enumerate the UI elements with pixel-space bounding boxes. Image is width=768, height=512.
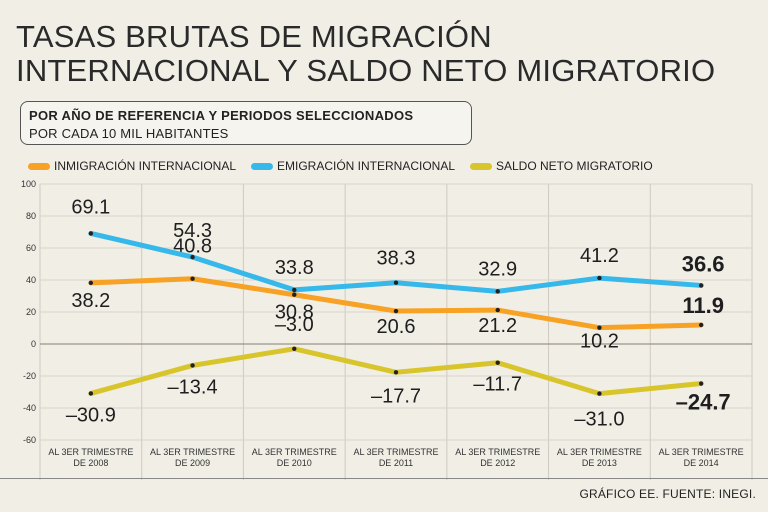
- data-label: –11.7: [473, 374, 522, 396]
- subtitle-bold: POR AÑO DE REFERENCIA Y PERIODOS SELECCI…: [29, 108, 414, 123]
- chart-title: TASAS BRUTAS DE MIGRACIÓN INTERNACIONAL …: [16, 20, 715, 88]
- data-label: –3.0: [275, 314, 314, 336]
- y-tick-label: -60: [23, 435, 36, 445]
- data-point: [495, 289, 500, 294]
- data-point: [88, 231, 94, 236]
- legend-label-emigracion: EMIGRACIÓN INTERNACIONAL: [277, 159, 456, 173]
- data-point: [597, 275, 602, 281]
- legend-item-emigracion: EMIGRACIÓN INTERNACIONAL: [251, 159, 455, 173]
- data-label: 69.1: [71, 196, 110, 218]
- data-label: –17.7: [371, 385, 421, 407]
- data-point: [88, 280, 94, 286]
- legend-item-saldo: SALDO NETO MIGRATORIO: [470, 159, 653, 173]
- y-tick-label: 60: [26, 243, 36, 253]
- data-point: [88, 391, 94, 396]
- data-label: –24.7: [676, 390, 731, 415]
- subtitle-box: POR AÑO DE REFERENCIA Y PERIODOS SELECCI…: [20, 101, 472, 145]
- x-tick-label: AL 3ER TRIMESTRE: [252, 447, 337, 457]
- y-tick-label: 100: [21, 179, 36, 189]
- data-label: 32.9: [478, 258, 517, 280]
- x-tick-label: AL 3ER TRIMESTRE: [353, 447, 438, 457]
- data-label: 33.8: [275, 257, 314, 279]
- data-label: 20.6: [377, 316, 416, 338]
- data-point: [292, 287, 297, 293]
- x-tick-label: AL 3ER TRIMESTRE: [455, 447, 540, 457]
- x-tick-label: DE 2009: [175, 458, 210, 468]
- x-tick-label: DE 2008: [73, 458, 108, 468]
- y-tick-label: 80: [26, 211, 36, 221]
- data-point: [495, 307, 500, 313]
- legend-swatch-inmigracion: [28, 162, 50, 170]
- legend-swatch-saldo: [470, 162, 492, 170]
- data-point: [393, 370, 399, 375]
- legend-swatch-emigracion: [251, 162, 273, 170]
- data-label: –30.9: [66, 404, 116, 426]
- x-tick-label: AL 3ER TRIMESTRE: [150, 447, 235, 457]
- data-label: –31.0: [574, 409, 624, 431]
- data-point: [597, 391, 602, 396]
- x-tick-label: AL 3ER TRIMESTRE: [659, 447, 744, 457]
- x-tick-label: AL 3ER TRIMESTRE: [557, 447, 642, 457]
- x-tick-label: DE 2013: [582, 458, 617, 468]
- data-point: [190, 363, 195, 368]
- data-point: [698, 322, 704, 328]
- data-label: 40.8: [173, 236, 212, 258]
- data-label: 11.9: [682, 293, 724, 318]
- data-label: 21.2: [478, 315, 517, 337]
- data-point: [292, 292, 297, 297]
- data-point: [597, 325, 602, 330]
- y-tick-label: 0: [31, 339, 36, 349]
- data-point: [698, 381, 704, 386]
- data-label: 10.2: [580, 331, 619, 353]
- data-label: 30.8: [275, 302, 314, 324]
- x-tick-label: DE 2012: [480, 458, 515, 468]
- y-tick-label: 40: [26, 275, 36, 285]
- x-tick-label: DE 2011: [379, 458, 413, 468]
- data-point: [393, 308, 399, 314]
- footer-divider: [0, 478, 768, 479]
- data-label: 36.6: [682, 251, 725, 276]
- y-tick-label: -20: [23, 371, 36, 381]
- data-label: –13.4: [168, 376, 218, 398]
- data-point: [393, 280, 399, 285]
- data-label: 41.2: [580, 245, 619, 267]
- y-tick-label: 20: [26, 307, 36, 317]
- source-note: GRÁFICO EE. FUENTE: INEGI.: [579, 487, 756, 501]
- x-tick-label: AL 3ER TRIMESTRE: [48, 447, 133, 457]
- data-point: [190, 254, 195, 260]
- subtitle-units: POR CADA 10 MIL HABITANTES: [29, 126, 229, 141]
- y-tick-label: -40: [23, 403, 36, 413]
- data-point: [495, 360, 500, 365]
- legend-item-inmigracion: INMIGRACIÓN INTERNACIONAL: [28, 159, 236, 173]
- title-line-1: TASAS BRUTAS DE MIGRACIÓN: [16, 19, 492, 54]
- data-point: [698, 283, 704, 288]
- data-label: 38.3: [377, 248, 416, 270]
- data-label: 54.3: [173, 220, 212, 242]
- x-tick-label: DE 2014: [684, 458, 719, 468]
- data-point: [190, 276, 195, 281]
- data-label: 38.2: [71, 290, 110, 312]
- title-line-2: INTERNACIONAL Y SALDO NETO MIGRATORIO: [16, 53, 716, 88]
- x-tick-label: DE 2010: [277, 458, 312, 468]
- legend-label-inmigracion: INMIGRACIÓN INTERNACIONAL: [54, 159, 237, 173]
- legend-label-saldo: SALDO NETO MIGRATORIO: [496, 159, 653, 173]
- data-point: [292, 346, 297, 351]
